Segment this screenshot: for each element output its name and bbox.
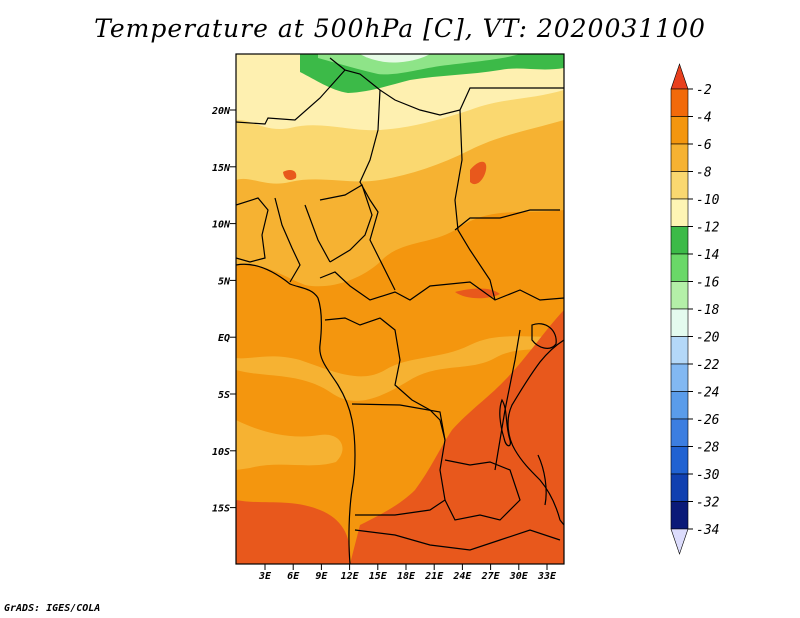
lat-axis: 20N 15N 10N 5N EQ 5S 10S 15S: [211, 106, 236, 515]
colorbar-segment: [670, 501, 689, 530]
border-west-2: [274, 197, 301, 283]
lat-tick-label: 5N: [218, 276, 231, 287]
lon-tick-label: 21E: [424, 571, 444, 582]
lon-tick-label: 18E: [397, 571, 416, 582]
lon-tick-label: 24E: [452, 571, 472, 582]
border-congo: [324, 317, 446, 441]
field-mid-west: [236, 420, 343, 470]
field-mid-central: [236, 335, 564, 401]
colorbar-segment: [670, 363, 689, 392]
colorbar-segment: [670, 281, 689, 310]
border-zambia: [444, 459, 521, 521]
lon-tick-label: 6E: [287, 571, 300, 582]
colorbar-label: -8: [696, 166, 712, 181]
colorbar-segment: [670, 171, 689, 200]
lon-axis: 3E 6E 9E 12E 15E 18E 21E 24E 27E 30E 33E: [258, 564, 557, 582]
colorbar-label: -18: [696, 303, 720, 318]
colorbar-label: -22: [696, 358, 720, 373]
colorbar-label: -16: [696, 276, 720, 291]
lon-tick-label: 3E: [258, 571, 272, 582]
colorbar-segment: [670, 253, 689, 282]
field-warm-east: [350, 310, 564, 564]
colorbar-segment: [670, 418, 689, 447]
colorbar-segment: [670, 308, 689, 337]
colorbar-label: -20: [696, 331, 720, 346]
colorbar-segment: [670, 143, 689, 172]
lat-tick-label: 20N: [211, 106, 231, 117]
colorbar-label: -6: [696, 138, 712, 153]
field-warm-patch-3: [283, 170, 297, 180]
border-chad-sudan: [454, 109, 496, 301]
borders: [236, 57, 564, 564]
lat-tick-label: 15N: [212, 163, 231, 174]
colorbar-segment: [670, 88, 689, 117]
lake-malawi: [537, 454, 547, 506]
footer-credit: GrADS: IGES/COLA: [4, 603, 101, 614]
colorbar-label: -34: [696, 523, 719, 538]
field-palegreen: [360, 54, 430, 63]
lat-tick-label: 10S: [212, 447, 230, 458]
colorbar-label: -26: [696, 413, 720, 428]
coastline-west: [236, 263, 356, 564]
colorbar-segment: [670, 391, 689, 420]
colorbar-label: -28: [696, 441, 720, 456]
border-niger-chad: [359, 89, 396, 291]
lon-tick-label: 33E: [537, 571, 557, 582]
lon-tick-label: 15E: [369, 571, 388, 582]
lat-tick-label: 5S: [218, 390, 230, 401]
border-nigeria: [319, 184, 373, 263]
colorbar-segment: [670, 226, 689, 255]
colorbar-label: -30: [696, 468, 720, 483]
colorbar: -2 -4 -6 -8 -10 -12 -14 -16 -18 -20 -22 -24 -26 -28 -3…: [670, 63, 720, 555]
border-angola: [351, 403, 446, 516]
colorbar-bottom-arrow: [670, 528, 689, 555]
field-warm-south: [236, 500, 351, 564]
border-west-1: [236, 197, 269, 263]
colorbar-label: -2: [696, 83, 712, 98]
border-drc-east: [494, 329, 521, 471]
lat-tick-label: EQ: [218, 333, 230, 344]
colorbar-top-arrow: [670, 63, 689, 90]
colorbar-segment: [670, 446, 689, 475]
lon-tick-label: 30E: [509, 571, 529, 582]
lat-tick-label: 15S: [212, 504, 230, 515]
border-south: [354, 529, 561, 551]
temperature-field: [236, 54, 564, 564]
colorbar-label: -4: [696, 111, 712, 126]
field-warm-patch-1: [470, 161, 487, 185]
colorbar-segment: [670, 336, 689, 365]
lon-tick-label: 27E: [481, 571, 501, 582]
lon-tick-label: 12E: [341, 571, 360, 582]
colorbar-label: -10: [696, 193, 720, 208]
border-car: [319, 271, 564, 301]
chart-title: Temperature at 500hPa [C], VT: 202003110…: [94, 14, 706, 43]
field-lightgreen: [318, 54, 520, 75]
colorbar-label: -14: [696, 248, 719, 263]
colorbar-label: -12: [696, 221, 720, 236]
lat-tick-label: 10N: [212, 220, 231, 231]
colorbar-label: -32: [696, 496, 720, 511]
colorbar-segment: [670, 473, 689, 502]
lake-tanganyika: [499, 398, 511, 447]
map-frame: [235, 53, 565, 565]
coastline-east: [507, 339, 564, 526]
border-sudan-south: [454, 209, 560, 231]
border-north-2: [329, 57, 346, 71]
colorbar-segment: [670, 198, 689, 227]
lake-victoria: [531, 323, 557, 349]
colorbar-segment: [670, 116, 689, 145]
colorbar-label: -24: [696, 386, 719, 401]
border-west-3: [304, 204, 331, 263]
border-north-1: [236, 69, 564, 125]
lon-tick-label: 9E: [315, 571, 328, 582]
